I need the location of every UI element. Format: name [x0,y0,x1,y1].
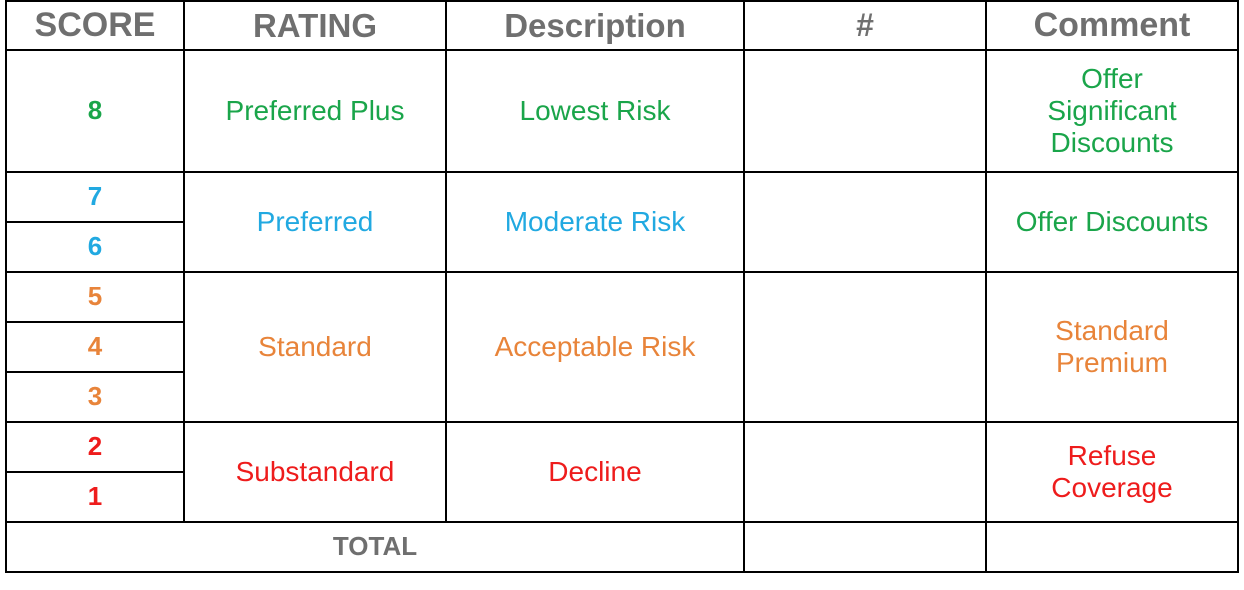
comment-cell: Offer Significant Discounts [985,49,1239,173]
table-row-score-6: 6 [5,221,1238,273]
comment-line: Discounts [1050,127,1174,159]
score-cell: 7 [5,171,185,223]
header-row: SCORE RATING Description # Comment [5,0,1239,51]
total-comment-cell[interactable] [985,521,1239,573]
score-cell: 3 [5,371,185,423]
total-label: TOTAL [5,521,745,573]
score-cell: 1 [5,471,185,523]
header-rating: RATING [183,0,447,51]
table-row-score-2: 2 Substandard Decline Refuse Coverage [5,421,1239,523]
rating-cell: Preferred [183,171,447,273]
comment-cell: Standard Premium [985,271,1239,423]
table-row-score-1: 1 [5,471,1238,523]
table-row-score-7: 7 Preferred Moderate Risk Offer Discount… [5,171,1239,273]
score-cell: 5 [5,271,185,323]
comment-line: Refuse [1067,439,1157,471]
header-description: Description [445,0,745,51]
comment-cell: Refuse Coverage [985,421,1239,523]
comment-line: Coverage [1051,472,1173,503]
rating-table: SCORE RATING Description # Comment 8 Pre… [5,0,1239,573]
rating-cell: Substandard [183,421,447,523]
table-row-score-4: 4 [5,321,1238,373]
comment-line: Significant [1047,94,1177,126]
table-row-score-5: 5 Standard Acceptable Risk Standard Prem… [5,271,1239,423]
table-row-score-8: 8 Preferred Plus Lowest Risk Offer Signi… [5,49,1239,173]
header-score: SCORE [5,0,185,51]
score-cell: 4 [5,321,185,373]
comment-line: Offer [1081,62,1143,94]
total-hash-cell[interactable] [743,521,987,573]
header-hash: # [743,0,987,51]
description-cell: Lowest Risk [445,49,745,173]
score-cell: 6 [5,221,185,273]
rating-cell: Preferred Plus [183,49,447,173]
comment-cell: Offer Discounts [985,171,1239,273]
table-row-score-3: 3 [5,371,1238,423]
hash-cell[interactable] [743,49,987,173]
description-cell: Moderate Risk [445,171,745,273]
description-cell: Decline [445,421,745,523]
rating-cell: Standard [183,271,447,423]
total-row: TOTAL [5,521,1239,573]
comment-line: Standard [1055,314,1169,346]
score-cell: 8 [5,49,185,173]
score-cell: 2 [5,421,185,473]
description-cell: Acceptable Risk [445,271,745,423]
hash-cell[interactable] [743,421,987,523]
comment-line: Premium [1055,347,1168,378]
hash-cell[interactable] [743,271,987,423]
header-comment: Comment [985,0,1239,51]
hash-cell[interactable] [743,171,987,273]
